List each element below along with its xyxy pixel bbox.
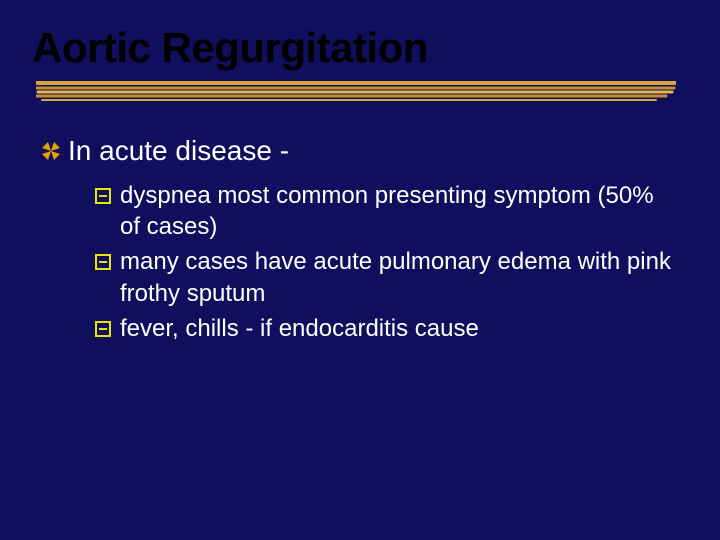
list-item: dyspnea most common presenting symptom (… [94,180,680,242]
list-item: fever, chills - if endocarditis cause [94,313,680,344]
slide-title: Aortic Regurgitation [32,24,688,72]
bullet-box-icon [94,187,112,205]
list-item: many cases have acute pulmonary edema wi… [94,246,680,308]
lvl2-text: many cases have acute pulmonary edema wi… [120,246,680,308]
lvl2-text: dyspnea most common presenting symptom (… [120,180,680,242]
lvl2-text: fever, chills - if endocarditis cause [120,313,479,344]
bullet-box-icon [94,320,112,338]
lvl1-text: In acute disease - [68,133,289,168]
content-area: In acute disease - dyspnea most common p… [0,109,720,344]
bullet-z-icon [40,140,62,162]
title-area: Aortic Regurgitation [0,0,720,109]
sublist: dyspnea most common presenting symptom (… [94,180,680,344]
bullet-box-icon [94,253,112,271]
list-item: In acute disease - [40,133,680,168]
title-underline [36,78,676,104]
